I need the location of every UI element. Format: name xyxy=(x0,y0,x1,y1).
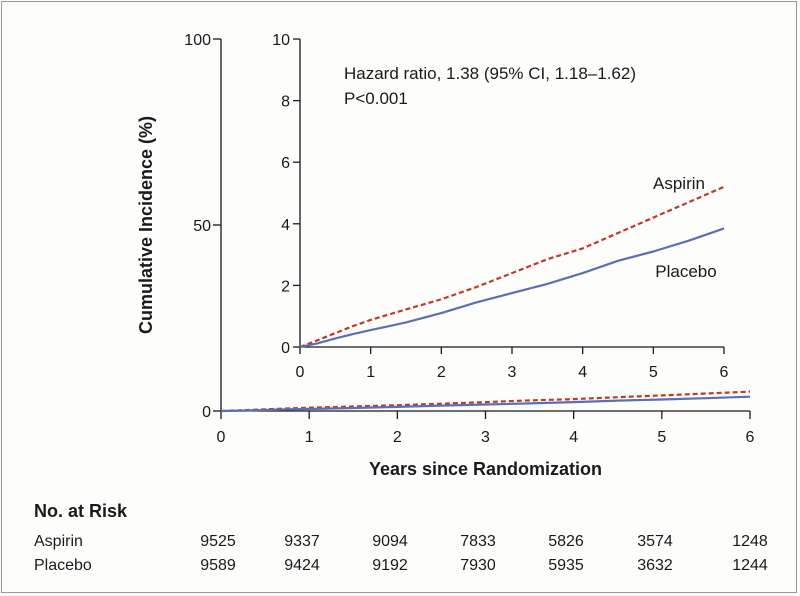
inset-x-tick-label: 4 xyxy=(578,364,587,381)
inset-y-tick-label: 6 xyxy=(281,155,290,172)
risk-value-aspirin: 9094 xyxy=(372,533,408,550)
main-x-tick-label: 3 xyxy=(481,429,490,446)
risk-value-aspirin: 9525 xyxy=(200,533,236,550)
risk-value-aspirin: 1248 xyxy=(732,533,768,550)
x-axis-title: Years since Randomization xyxy=(369,459,602,479)
aspirin-series-label: Aspirin xyxy=(653,174,705,193)
inset-y-tick-label: 4 xyxy=(281,217,290,234)
main-y-ticks: 0 50 100 xyxy=(184,32,221,421)
inset-plot: 0 2 4 6 8 10 0 1 2 3 4 5 6 Hazard ratio, 1.38 (95% … xyxy=(272,32,728,381)
risk-value-placebo: 3632 xyxy=(637,557,673,574)
risk-value-placebo: 1244 xyxy=(732,557,768,574)
inset-x-tick-label: 5 xyxy=(649,364,658,381)
main-x-ticks: 0 1 2 3 4 5 6 xyxy=(217,411,755,446)
inset-y-tick-label: 10 xyxy=(272,32,290,49)
main-x-tick-label: 0 xyxy=(217,429,226,446)
placebo-inset-line xyxy=(299,227,725,349)
main-x-tick-label: 6 xyxy=(746,429,755,446)
risk-row-label-placebo: Placebo xyxy=(34,557,92,574)
risk-value-aspirin: 7833 xyxy=(460,533,496,550)
risk-value-placebo: 9192 xyxy=(372,557,408,574)
inset-y-tick-label: 0 xyxy=(281,340,290,357)
inset-x-tick-label: 0 xyxy=(296,364,305,381)
risk-value-aspirin: 9337 xyxy=(284,533,320,550)
risk-value-placebo: 7930 xyxy=(460,557,496,574)
inset-y-tick-label: 2 xyxy=(281,278,290,295)
placebo-main-line xyxy=(220,395,751,413)
risk-value-aspirin: 5826 xyxy=(548,533,584,550)
inset-x-tick-label: 6 xyxy=(720,364,729,381)
p-value-annotation: P<0.001 xyxy=(344,89,408,108)
inset-x-tick-label: 3 xyxy=(508,364,517,381)
inset-y-ticks: 0 2 4 6 8 10 xyxy=(272,32,300,357)
risk-table: No. at Risk Aspirin 9525 9337 9094 7833 5826 3… xyxy=(34,501,768,574)
main-x-tick-label: 4 xyxy=(569,429,578,446)
main-x-tick-label: 2 xyxy=(393,429,402,446)
main-x-tick-label: 5 xyxy=(657,429,666,446)
risk-rows: Aspirin 9525 9337 9094 7833 5826 3574 1248 Place… xyxy=(34,533,768,574)
inset-x-tick-label: 1 xyxy=(366,364,375,381)
risk-row-label-aspirin: Aspirin xyxy=(34,533,83,550)
aspirin-inset-line xyxy=(299,185,725,349)
risk-table-title: No. at Risk xyxy=(34,501,128,521)
main-series xyxy=(220,390,751,413)
inset-y-tick-label: 8 xyxy=(281,94,290,111)
main-x-tick-label: 1 xyxy=(305,429,314,446)
y-axis-title: Cumulative Incidence (%) xyxy=(136,116,156,334)
risk-value-aspirin: 3574 xyxy=(637,533,673,550)
main-y-tick-label: 50 xyxy=(193,218,211,235)
main-y-tick-label: 100 xyxy=(184,32,211,49)
risk-value-placebo: 9589 xyxy=(200,557,236,574)
inset-x-tick-label: 2 xyxy=(437,364,446,381)
main-y-tick-label: 0 xyxy=(202,404,211,421)
inset-series xyxy=(299,185,725,349)
hazard-ratio-annotation: Hazard ratio, 1.38 (95% CI, 1.18–1.62) xyxy=(344,64,636,83)
risk-value-placebo: 9424 xyxy=(284,557,320,574)
risk-value-placebo: 5935 xyxy=(548,557,584,574)
inset-x-ticks: 0 1 2 3 4 5 6 xyxy=(296,347,729,381)
placebo-series-label: Placebo xyxy=(655,262,716,281)
